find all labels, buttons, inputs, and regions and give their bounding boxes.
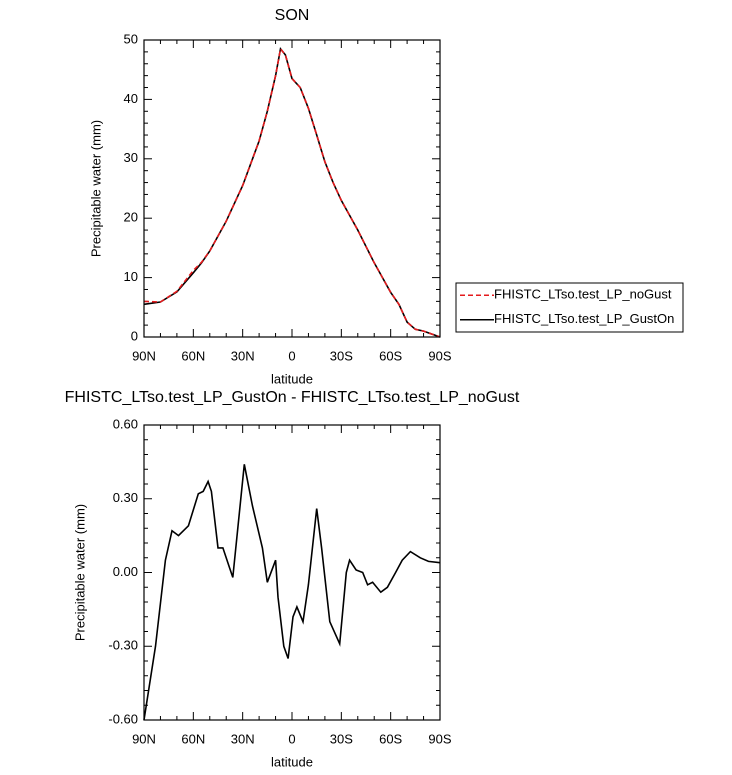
chart-title: FHISTC_LTso.test_LP_GustOn - FHISTC_LTso… — [65, 389, 520, 406]
y-axis-label: Precipitable water (mm) — [72, 504, 87, 641]
data-line — [143, 47, 441, 338]
x-tick-label: 0 — [288, 348, 295, 363]
x-tick-label: 0 — [288, 731, 295, 746]
x-tick-label: 30S — [330, 348, 353, 363]
y-tick-label: 0.00 — [113, 564, 138, 579]
data-line — [143, 47, 441, 338]
plot-frame — [143, 39, 441, 338]
y-tick-label: 0.60 — [113, 416, 138, 431]
x-tick-label: 90S — [428, 731, 451, 746]
x-tick-label: 30N — [231, 348, 255, 363]
legend-label: FHISTC_LTso.test_LP_GustOn — [494, 311, 674, 326]
x-axis-label: latitude — [271, 754, 313, 769]
y-tick-label: -0.30 — [108, 638, 138, 653]
x-tick-label: 90S — [428, 348, 451, 363]
legend-box — [455, 282, 684, 333]
x-tick-label: 60N — [181, 348, 205, 363]
x-tick-label: 30S — [330, 731, 353, 746]
chart-title: SON — [275, 7, 310, 24]
y-axis-label: Precipitable water (mm) — [88, 120, 103, 257]
data-line — [143, 464, 441, 721]
plot-frame — [143, 424, 441, 721]
y-tick-label: 20 — [124, 210, 138, 225]
x-tick-label: 90N — [132, 348, 156, 363]
y-tick-label: 40 — [124, 91, 138, 106]
x-axis-label: latitude — [271, 371, 313, 386]
y-tick-label: 0 — [131, 328, 138, 343]
x-tick-label: 30N — [231, 731, 255, 746]
y-tick-label: 0.30 — [113, 490, 138, 505]
y-tick-label: -0.60 — [108, 711, 138, 726]
y-tick-label: 10 — [124, 269, 138, 284]
legend-label: FHISTC_LTso.test_LP_noGust — [494, 287, 672, 302]
x-tick-label: 60N — [181, 731, 205, 746]
x-tick-label: 60S — [379, 731, 402, 746]
x-tick-label: 60S — [379, 348, 402, 363]
y-tick-label: 50 — [124, 31, 138, 46]
y-tick-label: 30 — [124, 150, 138, 165]
x-tick-label: 90N — [132, 731, 156, 746]
